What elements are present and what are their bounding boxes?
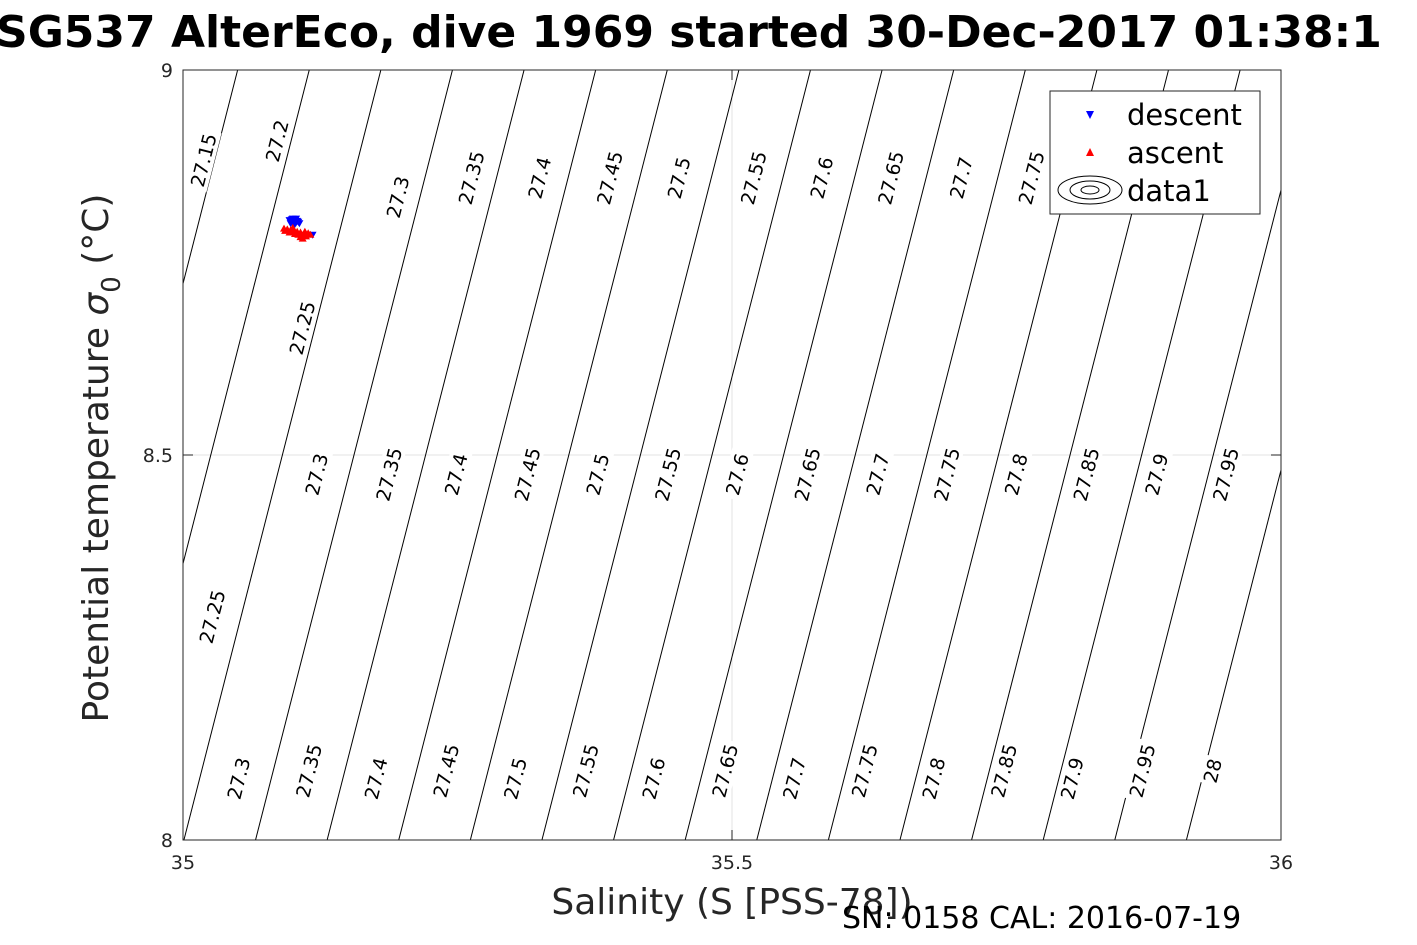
contour-label-bg (299, 447, 334, 502)
contour-label-bg (720, 447, 754, 502)
contour-label-bg (928, 441, 965, 507)
chart-title: SG537 AlterEco, dive 1969 started 30-Dec… (0, 7, 1382, 58)
isopycnal-line (469, 69, 668, 841)
legend: descent ascent data1 (1049, 90, 1261, 215)
contour-label-bg (290, 738, 327, 803)
isopycnal-line (182, 69, 310, 564)
contour-label-bg (1012, 145, 1050, 211)
x-tick-label: 35.5 (711, 852, 753, 874)
ascent-point (285, 228, 294, 236)
ascent-point (300, 227, 309, 235)
legend-descent-marker (1086, 111, 1094, 119)
contour-label-bg (1067, 441, 1105, 507)
contour-label-bg (735, 145, 772, 211)
legend-descent-label: descent (1127, 98, 1242, 132)
data-points (280, 215, 317, 242)
contour-label-bg (1123, 738, 1161, 803)
contour-label-bg (1207, 441, 1244, 507)
contour-label-bg (283, 295, 321, 361)
y-tick-label: 9 (161, 60, 173, 82)
contour-label-bg (370, 441, 408, 507)
isopycnal-line (684, 69, 883, 841)
legend-ascent-marker (1086, 148, 1094, 156)
contour-label-bg (916, 751, 951, 806)
contour-label-bg (522, 150, 557, 205)
ascent-point (294, 230, 303, 238)
contour-label-bg (580, 447, 615, 502)
contour-label-bg (706, 738, 744, 803)
x-tick-label: 35 (171, 852, 195, 874)
y-axis-label: Potential temperature σ0 (°C) (76, 194, 127, 723)
isopycnal-line (1114, 189, 1282, 841)
contour-label-bg (193, 584, 231, 649)
contour-label-bg (636, 751, 671, 806)
isopycnal-line (183, 69, 382, 841)
contour-label-bg (649, 441, 686, 507)
contour-label-bg (944, 150, 978, 205)
isopycnal-line (541, 69, 740, 841)
legend-ascent-label: ascent (1127, 136, 1223, 170)
axis-ticks (182, 69, 1282, 841)
x-axis-label: Salinity (S [PSS-78]) (551, 882, 912, 923)
legend-contour-icon (1057, 175, 1123, 205)
descent-point (289, 221, 298, 229)
contour-label-bg (509, 441, 546, 507)
contour-label-bg (777, 751, 811, 806)
descent-point (292, 215, 301, 223)
contour-label-bg (567, 738, 604, 803)
y-tick-label: 8.5 (143, 445, 173, 467)
legend-data1-label: data1 (1127, 174, 1211, 208)
contour-label-bg (498, 751, 532, 806)
serial-calibration-info: SN: 0158 CAL: 2016-07-19 (842, 901, 1241, 936)
contour-label-bg (804, 150, 839, 205)
ascent-point (281, 226, 290, 234)
contour-label-bg (998, 447, 1033, 502)
contour-label-bg (380, 170, 415, 224)
contour-label-bg (985, 738, 1022, 803)
contour-label-bg (591, 145, 628, 211)
ascent-point (306, 230, 315, 238)
contour-label-bg (661, 150, 696, 205)
isopycnal-line (255, 69, 453, 841)
isopycnal-line (756, 69, 955, 841)
contour-label-bg (872, 145, 909, 211)
contour-label-bg (221, 751, 256, 806)
contour-label-bg (439, 447, 473, 502)
contour-label-bg (427, 738, 465, 803)
contour-label-bg (1139, 447, 1174, 502)
isopycnal-line (613, 69, 811, 841)
isopycnal-line (827, 69, 1026, 841)
contour-label-bg (860, 447, 895, 502)
isopycnal-line (398, 69, 597, 841)
x-tick-label: 36 (1269, 852, 1293, 874)
contour-label-bg (788, 441, 826, 507)
descent-point (295, 220, 304, 228)
contour-label: 27.9 (1139, 447, 1174, 502)
contour-label-bg (846, 738, 883, 803)
contour-label-bg (1198, 754, 1227, 787)
isopycnal-line (326, 69, 525, 841)
ascent-point (288, 223, 297, 231)
contour-label-bg (260, 113, 294, 168)
contour-label-bg (1054, 751, 1089, 806)
contour-label-bg (453, 145, 490, 211)
y-tick-label: 8 (161, 830, 173, 852)
contour-label-bg (358, 751, 393, 806)
contour-label-bg (185, 127, 222, 193)
